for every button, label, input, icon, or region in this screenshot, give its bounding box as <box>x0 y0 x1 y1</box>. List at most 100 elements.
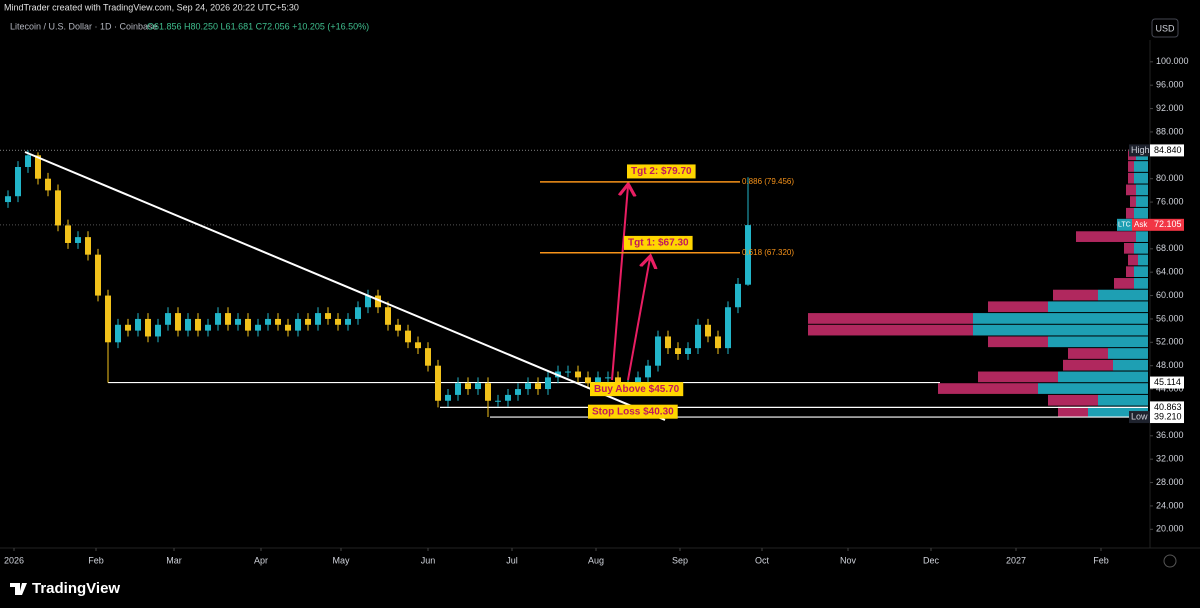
volume-up <box>1108 348 1148 359</box>
price-label-box <box>1150 376 1184 389</box>
volume-up <box>1134 207 1148 219</box>
symbol-title: Litecoin / U.S. Dollar · 1D · Coinbase <box>10 21 158 31</box>
volume-up <box>1136 184 1148 196</box>
y-tick-label: 76.000 <box>1156 196 1184 206</box>
candle-body <box>735 283 741 308</box>
volume-up <box>1134 161 1148 172</box>
volume-down <box>1128 254 1138 266</box>
x-tick-label: Oct <box>755 555 770 565</box>
auto-scale-button[interactable] <box>1163 554 1177 568</box>
candle-body <box>125 324 131 331</box>
candle-body <box>725 307 731 349</box>
candle-body <box>715 336 721 349</box>
candle-body <box>495 400 501 402</box>
volume-down <box>1126 184 1136 196</box>
currency: USD <box>1155 23 1175 33</box>
candle-body <box>265 318 271 325</box>
credit: MindTrader created with TradingView.com,… <box>4 2 299 12</box>
x-tick-label: Feb <box>88 555 104 565</box>
price-label-name: Low <box>1131 411 1148 421</box>
candle-body <box>465 383 471 390</box>
candle-body <box>95 254 101 296</box>
candle-body <box>485 383 491 401</box>
y-tick-label: 48.000 <box>1156 360 1184 370</box>
candle-body <box>655 336 661 366</box>
x-tick-label: Feb <box>1093 555 1109 565</box>
y-tick-label: 56.000 <box>1156 313 1184 323</box>
volume-down <box>938 383 1038 394</box>
candle-body <box>65 225 71 243</box>
x-tick-label: May <box>332 555 350 565</box>
candle-body <box>355 307 361 319</box>
volume-down <box>988 336 1048 348</box>
price-label-box <box>1150 411 1184 424</box>
volume-down <box>1114 278 1134 289</box>
y-tick-label: 32.000 <box>1156 454 1184 464</box>
y-tick-label: 92.000 <box>1156 103 1184 113</box>
x-tick-label: Sep <box>672 555 688 565</box>
candle-body <box>385 307 391 325</box>
plot: 20.00024.00028.00032.00036.00044.00048.0… <box>0 56 1189 565</box>
candle-body <box>425 348 431 366</box>
price-label-value: 45.114 <box>1154 377 1181 387</box>
candle-body <box>235 318 241 325</box>
volume-up <box>1134 172 1148 184</box>
candle-body <box>475 383 481 390</box>
fib-label: 0.886 (79.456) <box>742 177 794 186</box>
volume-up <box>1134 242 1148 254</box>
x-tick-label: Nov <box>840 555 857 565</box>
annotation-label: Buy Above $45.70 <box>594 384 680 395</box>
volume-up <box>1098 394 1148 406</box>
volume-down <box>1048 394 1098 406</box>
last-price-box <box>1150 218 1184 231</box>
y-tick-label: 36.000 <box>1156 430 1184 440</box>
candle-body <box>325 313 331 319</box>
candle-body <box>675 348 681 354</box>
candle-body <box>445 394 451 401</box>
candle-body <box>415 342 421 349</box>
annotation-box <box>588 404 678 419</box>
candle-body <box>705 324 711 337</box>
volume-up <box>1048 301 1148 313</box>
y-tick-label: 80.000 <box>1156 173 1184 183</box>
volume-down <box>1128 172 1134 184</box>
x-tick-label: Jun <box>421 555 436 565</box>
volume-down <box>1053 289 1098 301</box>
candle-body <box>455 383 461 395</box>
volume-up <box>1098 289 1148 301</box>
currency-button[interactable] <box>1151 18 1179 38</box>
volume-down <box>1128 161 1134 172</box>
volume-up <box>1134 278 1148 289</box>
brand: TradingView <box>32 580 120 597</box>
ohlc-legend: O61.856 H80.250 L61.681 C72.056 +10.205 … <box>147 21 369 31</box>
x-tick-label: Aug <box>588 555 604 565</box>
symbol-label: LTC <box>1118 222 1131 229</box>
volume-down <box>988 301 1048 313</box>
arrow <box>627 258 650 381</box>
annotation-box <box>624 235 693 250</box>
candle-body <box>585 377 591 384</box>
price-label-tag <box>1129 411 1150 424</box>
candle-body <box>525 383 531 390</box>
candle-body <box>635 377 641 384</box>
volume-up <box>973 324 1148 336</box>
annotation-label: Tgt 2: $79.70 <box>631 166 692 177</box>
candle-body <box>395 324 401 331</box>
price-label-value: 40.863 <box>1154 402 1182 412</box>
volume-up <box>1088 406 1148 418</box>
candle-body <box>115 324 121 343</box>
candle-body <box>515 389 521 395</box>
y-tick-label: 28.000 <box>1156 477 1184 487</box>
candle-body <box>145 318 151 337</box>
candle-body <box>595 377 601 384</box>
y-tick-label: 100.000 <box>1156 56 1189 66</box>
volume-up <box>1134 266 1148 278</box>
candle-body <box>175 313 181 331</box>
candle-body <box>695 324 701 349</box>
candle-body <box>375 295 381 308</box>
arrow <box>611 186 628 381</box>
candle-body <box>665 336 671 349</box>
candle-body <box>255 324 261 331</box>
price-label-box <box>1150 144 1184 157</box>
candle-body <box>165 313 171 325</box>
